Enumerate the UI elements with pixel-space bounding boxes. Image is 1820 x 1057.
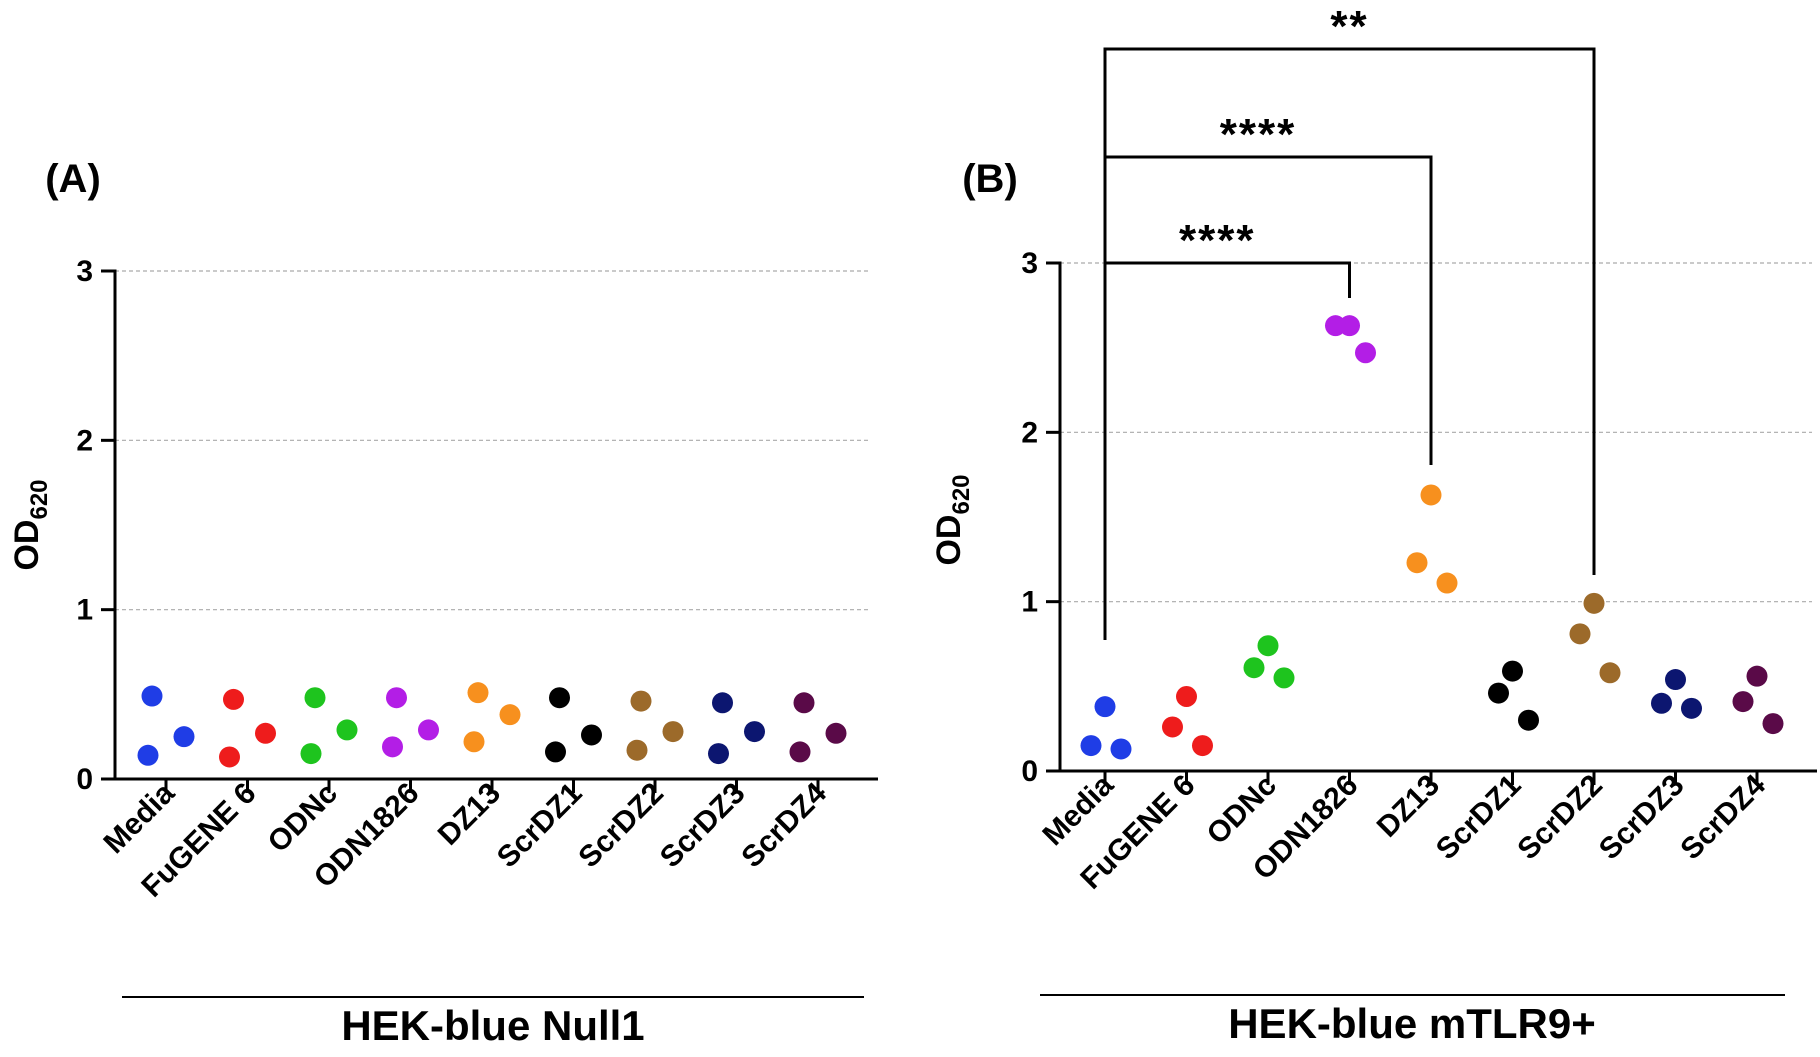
significance-bracket: [1103, 261, 1351, 640]
significance-stars: ****: [1179, 216, 1256, 265]
data-point: [499, 704, 521, 726]
x-axis-title: HEK-blue mTLR9+: [1228, 1000, 1596, 1047]
y-axis-title-subscript: 620: [948, 474, 975, 514]
data-point: [744, 721, 765, 743]
data-point: [626, 739, 648, 761]
data-point: [223, 688, 244, 710]
data-point: [1488, 682, 1509, 704]
x-tick-label: DZ13: [1371, 769, 1446, 844]
data-point: [300, 743, 322, 765]
data-point: [1243, 657, 1265, 679]
data-point: [1762, 713, 1784, 735]
y-axis-title: OD620: [8, 479, 53, 570]
y-tick-label: 2: [76, 424, 93, 457]
data-point: [1406, 552, 1428, 574]
data-point: [1583, 592, 1605, 614]
x-tick-label: ScrDZ2: [572, 777, 670, 875]
data-point: [1599, 662, 1621, 684]
data-point: [255, 722, 276, 744]
x-tick-label: ScrDZ3: [1593, 769, 1691, 867]
significance-stars: ****: [1220, 110, 1297, 159]
data-point: [467, 682, 489, 704]
data-point: [304, 687, 326, 709]
data-point: [386, 687, 407, 709]
data-point: [219, 746, 240, 768]
data-point: [662, 721, 684, 743]
data-point: [1273, 667, 1295, 689]
panel-label: (A): [45, 157, 101, 201]
data-point: [1420, 484, 1442, 506]
x-tick-label: ScrDZ3: [654, 777, 752, 875]
data-point: [418, 719, 439, 741]
data-point: [1732, 691, 1754, 713]
data-point: [1502, 660, 1523, 682]
data-point: [1746, 665, 1768, 687]
data-point: [1436, 572, 1458, 594]
data-point: [1110, 738, 1132, 760]
data-point: [1094, 696, 1116, 718]
data-point: [141, 685, 163, 707]
data-point: [137, 744, 159, 766]
y-tick-label: 1: [1021, 586, 1038, 619]
data-point: [825, 722, 847, 744]
y-axis-title-main: OD: [8, 520, 46, 571]
y-tick-label: 0: [76, 763, 93, 796]
y-tick-label: 3: [76, 255, 93, 288]
x-tick-label: DZ13: [432, 777, 507, 852]
data-point: [712, 692, 733, 714]
x-tick-label: ScrDZ1: [491, 777, 589, 875]
data-point: [1518, 709, 1539, 731]
data-point: [382, 736, 403, 758]
x-tick-label: ScrDZ4: [735, 776, 833, 874]
x-tick-label: ScrDZ4: [1674, 768, 1772, 866]
data-point: [793, 692, 815, 714]
y-axis-title-subscript: 620: [26, 479, 53, 519]
y-tick-label: 3: [1021, 247, 1038, 280]
data-point: [549, 687, 570, 709]
data-point: [1665, 669, 1686, 691]
significance-stars: **: [1330, 2, 1368, 51]
data-point: [581, 724, 602, 746]
y-tick-label: 1: [76, 594, 93, 627]
data-point: [1651, 692, 1672, 714]
data-point: [630, 690, 652, 712]
data-point: [463, 731, 485, 753]
panel-label: (B): [962, 157, 1018, 201]
y-tick-label: 2: [1021, 416, 1038, 449]
significance-bracket: [1103, 47, 1596, 640]
data-point: [1355, 342, 1376, 364]
y-tick-label: 0: [1021, 755, 1038, 788]
x-tick-label: ScrDZ2: [1511, 769, 1609, 867]
data-point: [789, 741, 811, 763]
data-point: [336, 719, 358, 741]
significance-bracket: [1103, 155, 1433, 640]
data-point: [1176, 685, 1197, 707]
data-point: [1080, 735, 1102, 757]
data-point: [1257, 635, 1279, 657]
data-point: [545, 741, 566, 763]
y-axis-title-main: OD: [930, 515, 968, 566]
y-axis-title: OD620: [930, 474, 975, 565]
x-axis-title: HEK-blue Null1: [341, 1002, 644, 1049]
data-point: [1162, 716, 1183, 738]
data-point: [1325, 315, 1346, 337]
data-point: [173, 726, 195, 748]
x-tick-label: ScrDZ1: [1430, 769, 1528, 867]
data-point: [708, 743, 729, 765]
data-point: [1569, 623, 1591, 645]
data-point: [1192, 735, 1213, 757]
data-point: [1681, 697, 1702, 719]
